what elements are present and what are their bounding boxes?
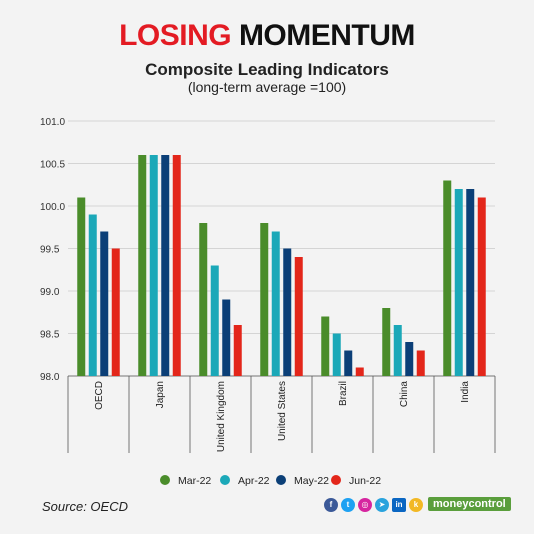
twitter-icon[interactable]: t xyxy=(341,498,355,512)
bar xyxy=(466,189,475,376)
legend-swatch xyxy=(331,475,341,485)
instagram-icon[interactable]: ◎ xyxy=(358,498,372,512)
bar xyxy=(283,248,292,376)
legend-swatch xyxy=(276,475,286,485)
y-tick-label: 98.5 xyxy=(40,330,60,341)
bar xyxy=(161,155,170,376)
facebook-icon[interactable]: f xyxy=(324,498,338,512)
bar xyxy=(138,155,147,376)
headline: LOSING MOMENTUM xyxy=(0,18,534,54)
x-tick-label: United Kingdom xyxy=(216,381,227,452)
bar xyxy=(344,350,353,376)
bar xyxy=(382,308,391,376)
legend-label: Jun-22 xyxy=(349,475,381,487)
bar xyxy=(454,189,463,376)
bar xyxy=(393,325,402,376)
bar xyxy=(149,155,158,376)
bar xyxy=(172,155,181,376)
chart-title: Composite Leading Indicators xyxy=(145,60,389,79)
bar xyxy=(332,333,341,376)
bar xyxy=(222,299,231,376)
legend-label: Apr-22 xyxy=(238,475,270,487)
y-tick-label: 100.5 xyxy=(40,160,65,171)
bar xyxy=(100,231,109,376)
legend-swatch xyxy=(220,475,230,485)
bar xyxy=(405,342,414,376)
bar xyxy=(77,197,86,376)
bar xyxy=(111,248,120,376)
bar xyxy=(88,214,97,376)
bar xyxy=(271,231,280,376)
x-tick-label: Japan xyxy=(155,381,166,408)
y-tick-label: 98.0 xyxy=(40,372,60,383)
bar xyxy=(233,325,242,376)
headline-black: MOMENTUM xyxy=(238,19,415,52)
bar xyxy=(321,316,330,376)
legend-label: May-22 xyxy=(294,475,329,487)
legend-label: Mar-22 xyxy=(178,475,211,487)
x-tick-label: United States xyxy=(277,381,288,441)
bar xyxy=(294,257,303,376)
linkedin-icon[interactable]: in xyxy=(392,498,406,512)
bar xyxy=(477,197,486,376)
chart-subtitle: (long-term average =100) xyxy=(187,79,347,95)
koo-icon[interactable]: k xyxy=(409,498,423,512)
x-tick-label: OECD xyxy=(94,381,105,410)
social-icons: f t ◎ ➤ in k xyxy=(324,498,423,512)
y-tick-label: 100.0 xyxy=(40,202,65,213)
bar xyxy=(260,223,269,376)
source-note: Source: OECD xyxy=(42,499,128,514)
brand-logo: moneycontrol xyxy=(428,497,511,511)
legend-swatch xyxy=(160,475,170,485)
x-tick-label: Brazil xyxy=(338,381,349,406)
x-tick-label: India xyxy=(460,381,471,403)
bar xyxy=(355,367,364,376)
bar xyxy=(416,350,425,376)
bar xyxy=(199,223,208,376)
y-tick-label: 99.0 xyxy=(40,287,60,298)
telegram-icon[interactable]: ➤ xyxy=(375,498,389,512)
headline-red: LOSING xyxy=(119,19,232,52)
x-tick-label: China xyxy=(399,381,410,408)
bar xyxy=(443,180,452,376)
bar xyxy=(210,265,219,376)
y-tick-label: 101.0 xyxy=(40,117,65,128)
y-tick-label: 99.5 xyxy=(40,245,60,256)
